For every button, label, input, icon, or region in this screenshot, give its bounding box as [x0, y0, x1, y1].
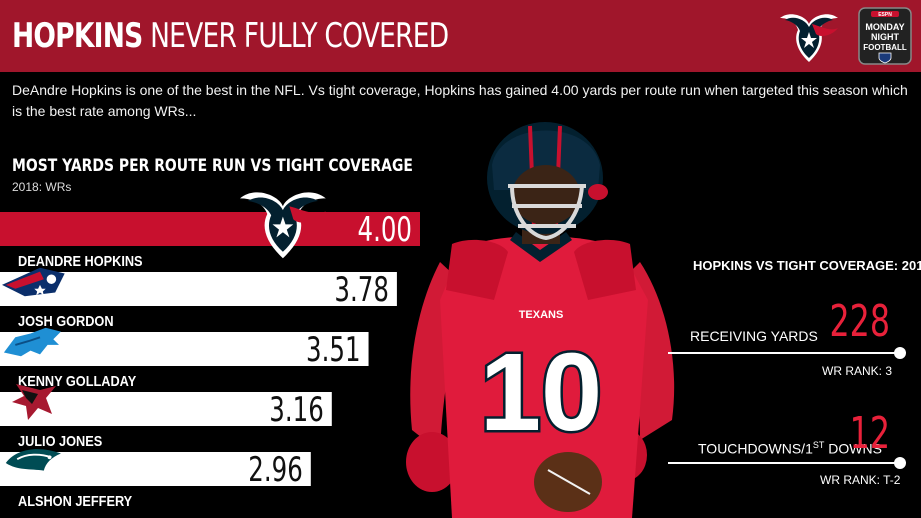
value-label-eagles: 2.96	[248, 450, 302, 489]
bar-patriots	[0, 272, 397, 306]
value-label-falcons: 3.16	[269, 390, 323, 429]
receiving-yards-rank: WR RANK: 3	[822, 364, 893, 378]
category-label-falcons: JULIO JONES	[18, 432, 102, 449]
page-title: HOPKINS NEVER FULLY COVERED	[12, 14, 449, 58]
touchdowns-label-sup: ST	[812, 440, 825, 450]
jersey-number: 10	[480, 331, 602, 454]
touchdowns-divider	[668, 462, 900, 464]
svg-text:ESPN: ESPN	[878, 12, 892, 18]
stats-panel-title: HOPKINS VS TIGHT COVERAGE: 2018	[693, 258, 921, 273]
texans-logo	[780, 14, 838, 63]
touchdowns-dot	[894, 457, 906, 469]
touchdowns-rank: WR RANK: T-2	[820, 473, 901, 487]
monday-night-football-logo: ESPN MONDAY NIGHT FOOTBALL	[858, 7, 912, 65]
falcons-logo	[12, 384, 56, 420]
touchdowns-label-end: DOWNS	[824, 440, 882, 457]
receiving-yards-value: 228	[829, 296, 890, 347]
bar-lions	[0, 332, 369, 366]
svg-text:MONDAY: MONDAY	[865, 22, 904, 32]
chart-subtitle: 2018: WRs	[12, 180, 72, 194]
receiving-yards-dot	[894, 347, 906, 359]
title-bold: HOPKINS	[12, 16, 143, 56]
touchdowns-value: 12	[849, 408, 890, 459]
category-label-patriots: JOSH GORDON	[18, 312, 114, 329]
bar-eagles	[0, 452, 311, 486]
category-label-eagles: ALSHON JEFFERY	[18, 492, 133, 509]
receiving-yards-divider	[668, 352, 900, 354]
category-label-texans: DEANDRE HOPKINS	[18, 252, 143, 269]
value-label-patriots: 3.78	[334, 270, 388, 309]
touchdowns-label: TOUCHDOWNS/1ST DOWNS	[698, 440, 882, 457]
jersey-brand: TEXANS	[519, 309, 564, 321]
value-label-texans: 4.00	[358, 210, 412, 249]
player-photo: TEXANS 10	[406, 122, 675, 518]
intro-text: DeAndre Hopkins is one of the best in th…	[12, 82, 908, 119]
lions-logo	[3, 327, 61, 357]
category-label-lions: KENNY GOLLADAY	[18, 372, 137, 389]
receiving-yards-label: RECEIVING YARDS	[690, 328, 818, 344]
title-rest: NEVER FULLY COVERED	[150, 16, 449, 56]
chart-title: MOST YARDS PER ROUTE RUN VS TIGHT COVERA…	[12, 156, 413, 176]
texans-logo	[240, 192, 326, 259]
svg-text:FOOTBALL: FOOTBALL	[863, 43, 907, 52]
touchdowns-label-main: TOUCHDOWNS/1	[698, 440, 813, 457]
bar-falcons	[0, 392, 332, 426]
bars-layer: 4.00 DEANDRE HOPKINS 3.78 JOSH GORDON 3.51 KE…	[0, 192, 420, 509]
header-banner: HOPKINS NEVER FULLY COVERED ESPN MONDAY …	[0, 0, 921, 72]
value-label-lions: 3.51	[306, 330, 360, 369]
patriots-logo	[2, 267, 65, 297]
eagles-logo	[5, 449, 61, 471]
bar-texans	[0, 212, 420, 246]
svg-text:NIGHT: NIGHT	[871, 32, 900, 42]
